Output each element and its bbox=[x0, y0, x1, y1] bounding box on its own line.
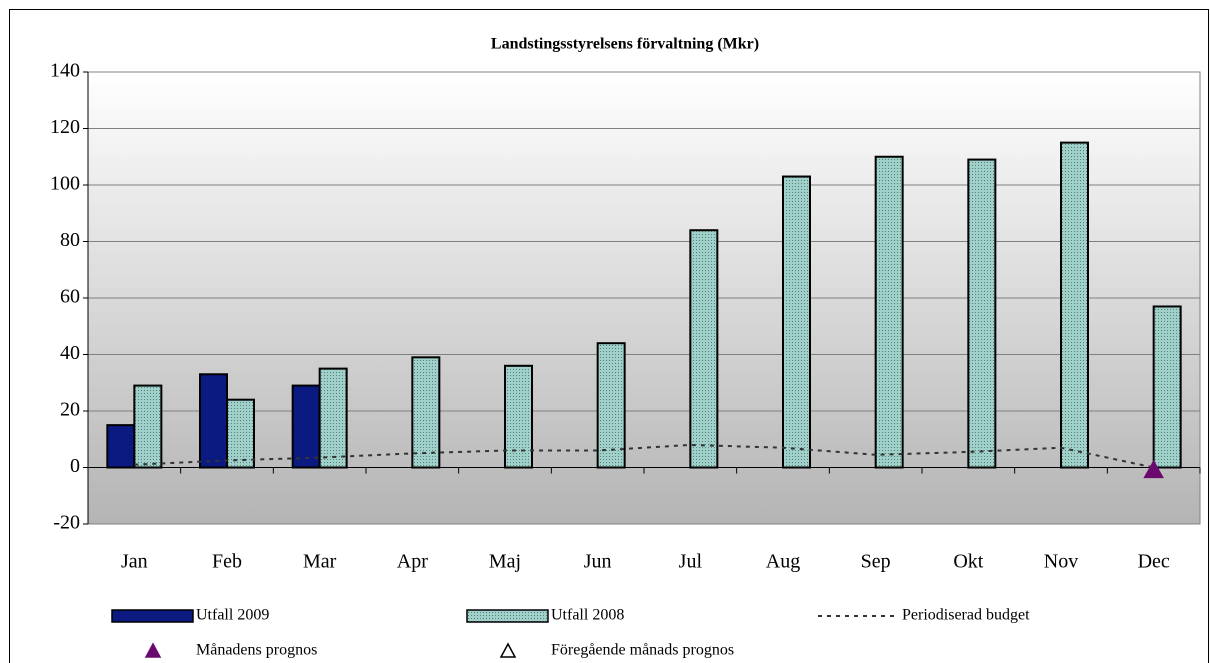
bar bbox=[411, 356, 441, 469]
y-tick-label: 60 bbox=[60, 286, 80, 308]
bar bbox=[504, 364, 533, 469]
bar bbox=[318, 367, 348, 469]
x-tick-label: Mar bbox=[303, 551, 337, 573]
legend-label: Föregående månads prognos bbox=[551, 642, 734, 659]
x-tick-label: Dec bbox=[1138, 551, 1170, 573]
marker bbox=[1143, 459, 1164, 479]
legend-item: Periodiserad budget bbox=[818, 607, 1030, 624]
legend-label: Utfall 2008 bbox=[551, 607, 624, 624]
bar bbox=[291, 384, 321, 469]
x-tick-label: Maj bbox=[489, 551, 521, 573]
bar bbox=[1060, 141, 1089, 469]
legend-swatch bbox=[144, 642, 162, 658]
bar bbox=[199, 373, 228, 469]
legend-swatch bbox=[466, 609, 549, 623]
legend-item: Utfall 2008 bbox=[466, 607, 624, 624]
x-tick-label: Jun bbox=[584, 551, 612, 573]
bar bbox=[782, 175, 811, 469]
bar bbox=[689, 229, 719, 469]
chart-title: Landstingsstyrelsens förvaltning (Mkr) bbox=[491, 36, 759, 53]
x-tick-label: Jan bbox=[121, 551, 148, 573]
x-tick-label: Apr bbox=[397, 551, 428, 573]
legend-swatch bbox=[499, 642, 517, 658]
legend-swatch bbox=[111, 609, 194, 623]
legend-label: Månadens prognos bbox=[196, 642, 317, 659]
bar bbox=[874, 155, 904, 469]
y-tick-label: 80 bbox=[60, 229, 80, 251]
y-tick-label: -20 bbox=[53, 512, 80, 534]
bar bbox=[106, 424, 136, 469]
legend-item: Föregående månads prognos bbox=[499, 642, 734, 659]
legend-label: Utfall 2009 bbox=[196, 607, 269, 624]
bar bbox=[226, 398, 255, 469]
x-tick-label: Okt bbox=[953, 551, 983, 573]
bar bbox=[133, 384, 163, 469]
y-tick-label: 40 bbox=[60, 342, 80, 364]
x-tick-label: Feb bbox=[212, 551, 242, 573]
x-tick-label: Nov bbox=[1044, 551, 1078, 573]
y-tick-label: 100 bbox=[50, 173, 80, 195]
x-tick-label: Sep bbox=[861, 551, 891, 573]
y-tick-label: 20 bbox=[60, 399, 80, 421]
x-tick-label: Jul bbox=[679, 551, 703, 573]
legend-item: Utfall 2009 bbox=[111, 607, 269, 624]
bar bbox=[596, 342, 626, 469]
y-tick-label: 140 bbox=[50, 60, 80, 82]
y-tick-label: 0 bbox=[70, 455, 80, 477]
x-tick-label: Aug bbox=[766, 551, 800, 573]
bar bbox=[1152, 305, 1182, 469]
bar bbox=[967, 158, 997, 469]
legend-item: Månadens prognos bbox=[144, 642, 317, 659]
y-tick-label: 120 bbox=[50, 116, 80, 138]
legend-label: Periodiserad budget bbox=[902, 607, 1030, 624]
